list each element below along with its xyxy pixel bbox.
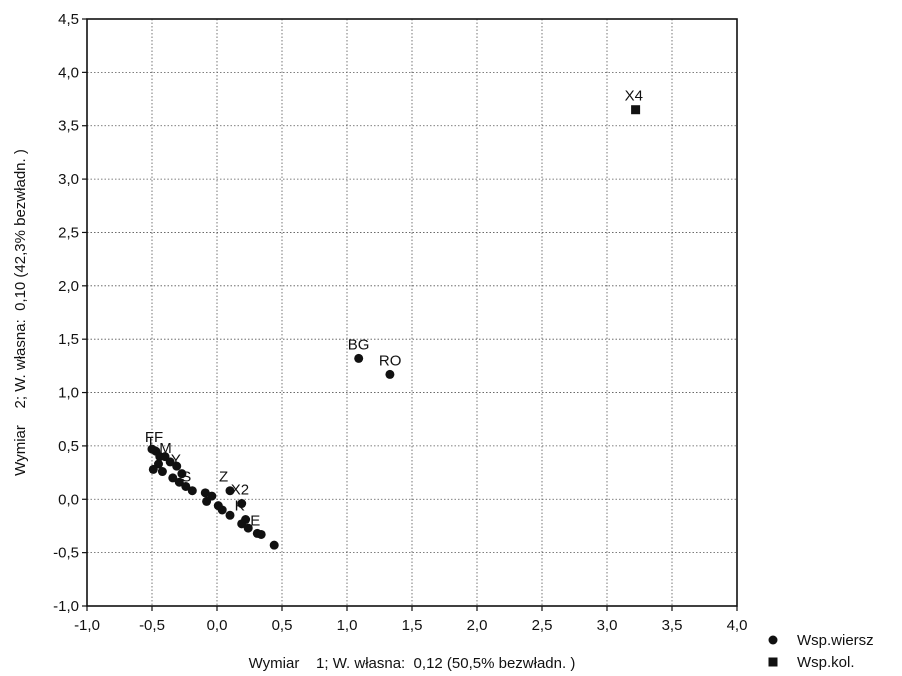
point-label: E — [250, 512, 260, 529]
legend-marker-square — [768, 657, 778, 667]
legend-label-row-coords: Wsp.wiersz — [797, 632, 874, 649]
data-point-circle — [225, 510, 235, 520]
y-axis: -1,0 -0,5 0,0 0,5 1,0 1,5 2,0 2,5 3,0 3,5 4,0 4,5 — [53, 11, 87, 615]
data-point-circle — [172, 461, 182, 471]
point-label: Z — [219, 469, 228, 486]
x-tick-label: -1,0 — [74, 617, 100, 634]
data-point-circle — [181, 481, 191, 491]
x-axis: -1,0 -0,5 0,0 0,5 1,0 1,5 2,0 2,5 3,0 3,5 4,0 — [74, 606, 747, 634]
data-point-circle — [217, 505, 227, 515]
y-tick-label: 2,0 — [58, 278, 79, 295]
y-tick-label: 1,0 — [58, 385, 79, 402]
point-label: BG — [348, 336, 370, 353]
y-tick-label: 0,5 — [58, 438, 79, 455]
point-label: X2 — [231, 482, 249, 499]
data-point-square — [631, 105, 641, 115]
data-point-circle — [148, 464, 158, 474]
x-tick-label: 1,5 — [402, 617, 423, 634]
x-tick-label: 2,5 — [532, 617, 553, 634]
x-tick-label: 4,0 — [727, 617, 748, 634]
y-tick-label: -0,5 — [53, 545, 79, 562]
y-tick-label: 3,0 — [58, 171, 79, 188]
x-tick-label: 3,5 — [662, 617, 683, 634]
point-label: S — [181, 469, 191, 486]
y-axis-label: Wymiar 2; W. własna: 0,10 (42,3% bezwład… — [12, 149, 29, 476]
data-point-circle — [243, 523, 253, 533]
point-label: L — [149, 435, 157, 452]
data-point-circle — [237, 519, 247, 529]
data-point-circle — [174, 477, 184, 487]
data-point-circle — [147, 444, 157, 454]
y-tick-label: 1,5 — [58, 331, 79, 348]
x-tick-label: -0,5 — [139, 617, 165, 634]
point-label: RO — [379, 352, 402, 369]
y-tick-label: 2,5 — [58, 224, 79, 241]
data-point-circle — [165, 457, 175, 467]
data-point-circle — [187, 486, 197, 496]
data-point-circle — [256, 529, 266, 539]
data-point-circle — [385, 369, 395, 379]
x-tick-label: 3,0 — [597, 617, 618, 634]
point-label: FF — [145, 429, 163, 446]
y-tick-label: 3,5 — [58, 118, 79, 135]
x-axis-label: Wymiar 1; W. własna: 0,12 (50,5% bezwład… — [249, 655, 576, 672]
y-tick-label: 4,5 — [58, 11, 79, 28]
data-point-circle — [202, 496, 212, 506]
y-tick-label: -1,0 — [53, 598, 79, 615]
data-point-circle — [157, 467, 167, 477]
y-tick-label: 0,0 — [58, 491, 79, 508]
x-tick-label: 0,0 — [207, 617, 228, 634]
point-label: K — [235, 498, 245, 515]
x-tick-label: 1,0 — [337, 617, 358, 634]
x-tick-label: 2,0 — [467, 617, 488, 634]
point-label: X4 — [625, 88, 643, 105]
x-tick-label: 0,5 — [272, 617, 293, 634]
point-label: M — [159, 440, 172, 457]
legend-label-col-coords: Wsp.kol. — [797, 654, 855, 671]
data-point-circle — [168, 473, 178, 483]
legend-marker-circle — [768, 635, 778, 645]
data-point-circle — [354, 353, 364, 363]
data-point-circle — [177, 469, 187, 479]
data-point-circle — [269, 540, 279, 550]
y-tick-label: 4,0 — [58, 64, 79, 81]
point-label: Y — [171, 452, 181, 469]
data-point-circle — [237, 499, 247, 509]
data-point-circle — [225, 486, 235, 496]
legend: Wsp.wiersz Wsp.kol. — [768, 632, 874, 671]
